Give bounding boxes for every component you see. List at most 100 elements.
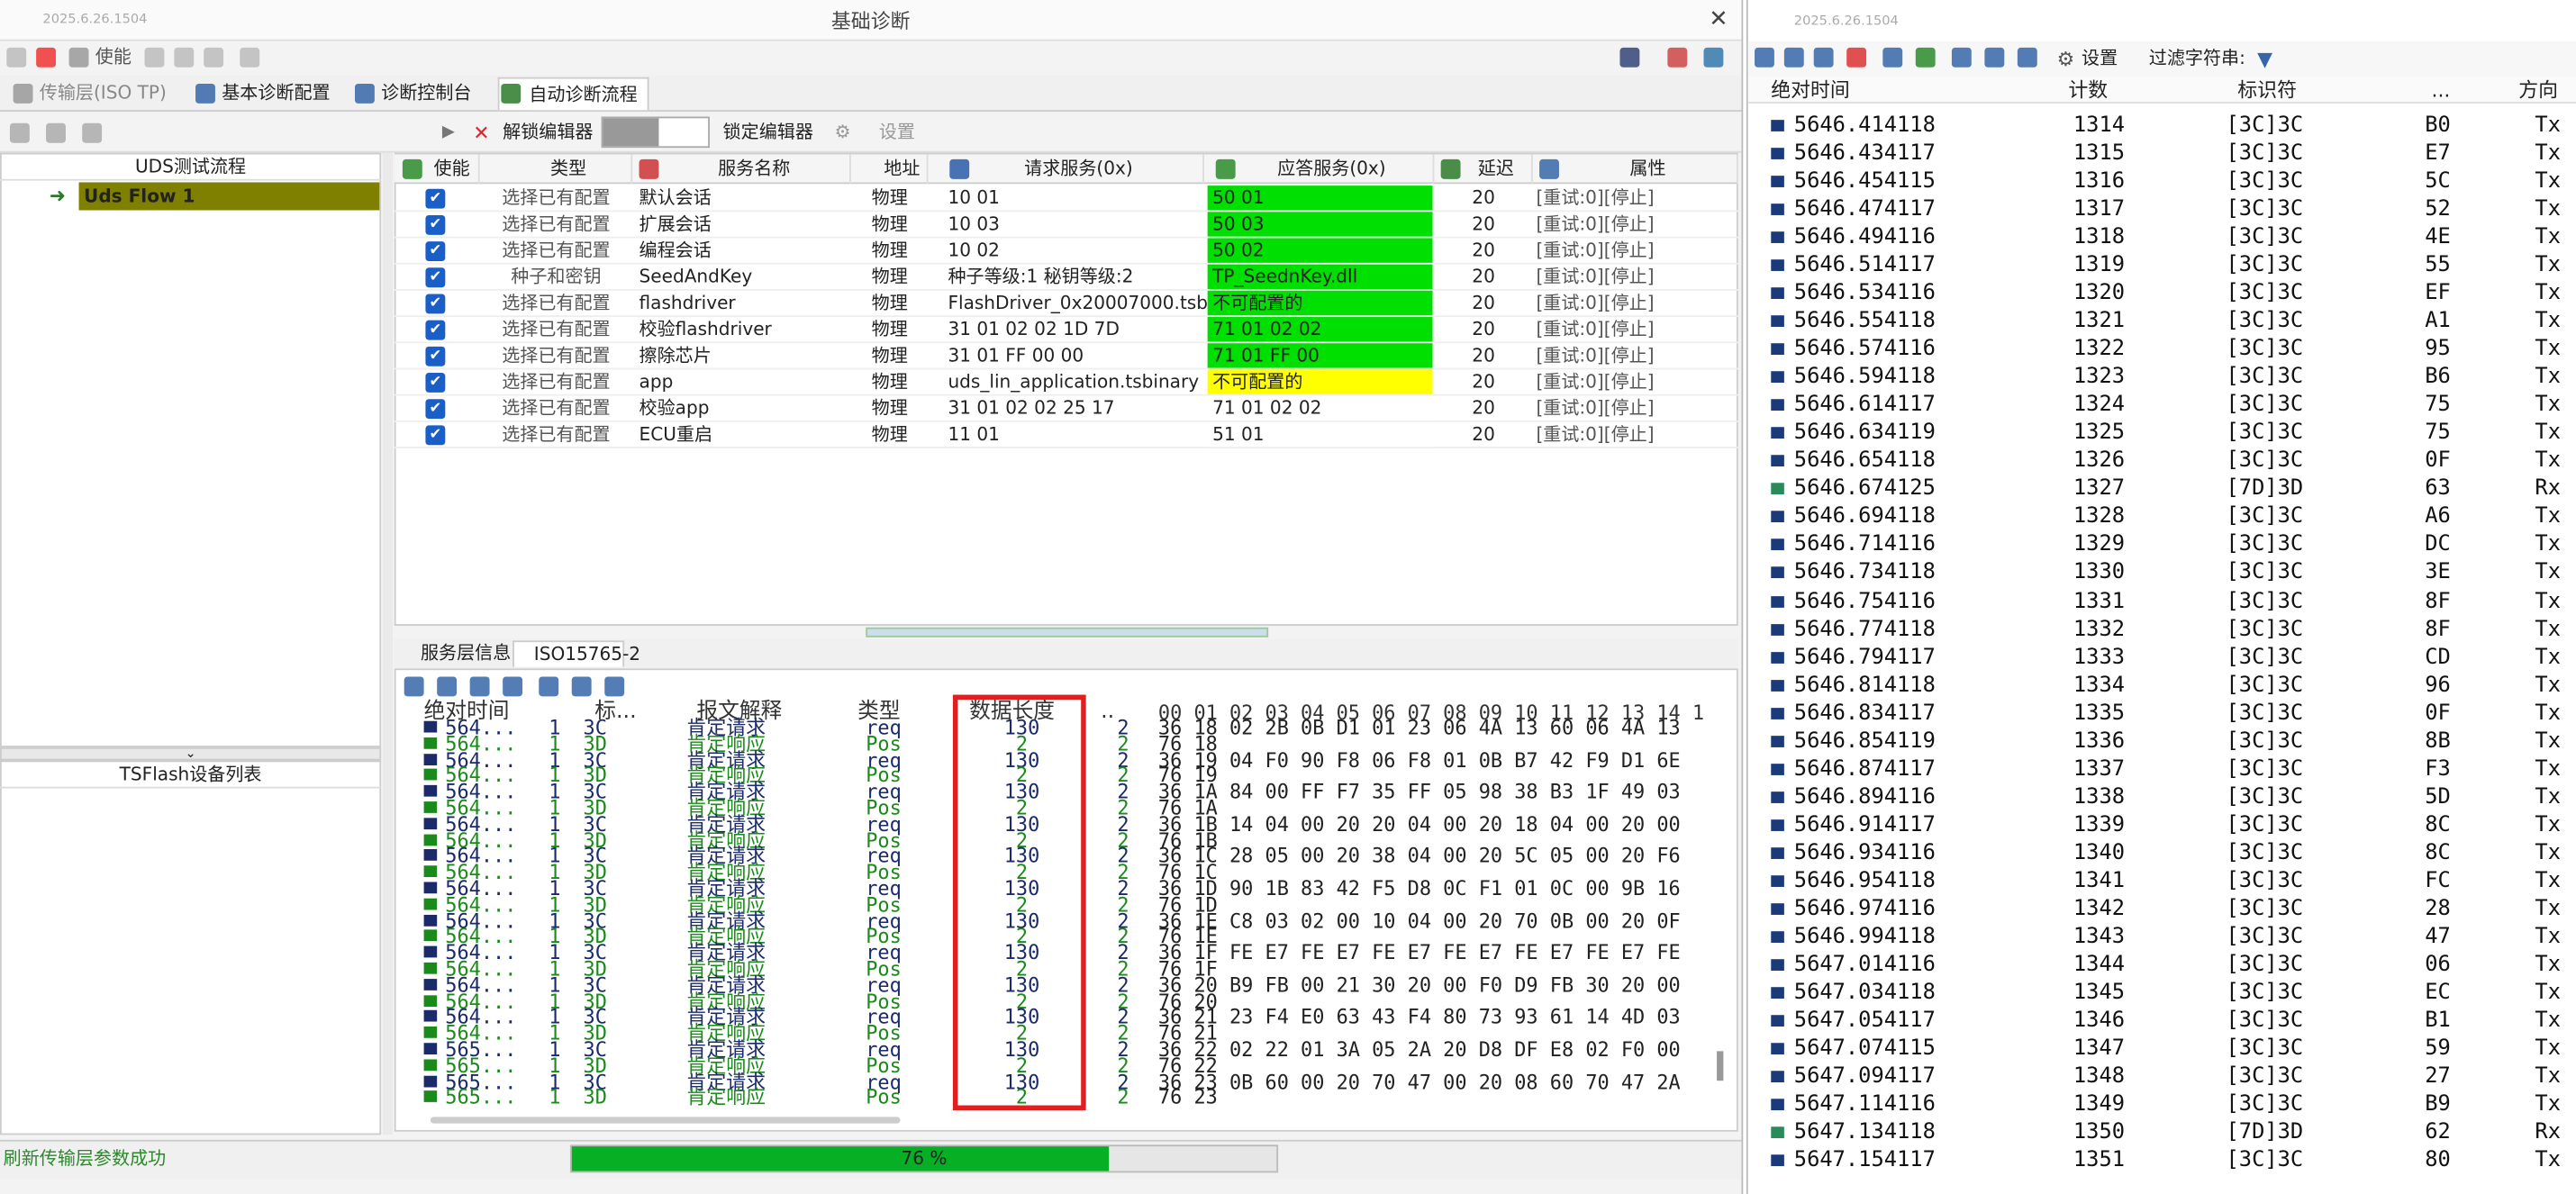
unlock-editor[interactable]: 解锁编辑器 bbox=[503, 121, 594, 143]
response-cell[interactable]: 50 02 bbox=[1207, 238, 1433, 263]
request-cell[interactable]: 种子等级:1 秘钥等级:2 bbox=[948, 266, 1134, 288]
address-cell[interactable]: 物理 bbox=[871, 345, 908, 366]
icon[interactable] bbox=[1951, 47, 1972, 68]
icon[interactable] bbox=[1783, 47, 1804, 68]
request-cell[interactable]: 10 01 bbox=[948, 186, 1000, 209]
address-cell[interactable]: 物理 bbox=[871, 423, 908, 446]
attribute-cell[interactable]: [重试:0][停止] bbox=[1536, 292, 1655, 314]
tab[interactable]: 传输层(ISO TP) bbox=[39, 82, 167, 104]
icon[interactable] bbox=[1703, 47, 1724, 68]
delay-cell[interactable]: 20 bbox=[1472, 240, 1495, 262]
type-cell[interactable]: 选择已有配置 bbox=[502, 318, 611, 340]
attribute-cell[interactable]: [重试:0][停止] bbox=[1536, 397, 1655, 420]
stop-button[interactable]: ✕ bbox=[473, 121, 490, 145]
name-cell[interactable]: app bbox=[639, 371, 674, 393]
type-cell[interactable]: 种子和密钥 bbox=[511, 266, 602, 288]
icon[interactable] bbox=[404, 676, 424, 697]
enable-checkbox[interactable]: ✔ bbox=[425, 373, 446, 393]
address-cell[interactable]: 物理 bbox=[871, 292, 908, 314]
delay-cell[interactable]: 20 bbox=[1472, 266, 1495, 288]
icon[interactable] bbox=[1667, 47, 1688, 68]
enable-checkbox[interactable]: ✔ bbox=[425, 346, 446, 366]
name-cell[interactable]: 编程会话 bbox=[639, 240, 712, 262]
attribute-cell[interactable]: [重试:0][停止] bbox=[1536, 213, 1655, 235]
icon[interactable] bbox=[1619, 47, 1640, 68]
request-cell[interactable]: uds_lin_application.tsbinary bbox=[948, 371, 1200, 393]
delay-cell[interactable]: 20 bbox=[1472, 186, 1495, 209]
enable-checkbox[interactable]: ✔ bbox=[425, 294, 446, 314]
response-cell[interactable]: 71 01 02 02 bbox=[1207, 317, 1433, 342]
attribute-cell[interactable]: [重试:0][停止] bbox=[1536, 266, 1655, 288]
request-cell[interactable]: 11 01 bbox=[948, 423, 1000, 446]
icon[interactable] bbox=[1984, 47, 2005, 68]
enable-checkbox[interactable]: ✔ bbox=[425, 241, 446, 262]
icon[interactable] bbox=[174, 47, 195, 68]
response-cell[interactable]: 71 01 FF 00 bbox=[1207, 343, 1433, 368]
delay-cell[interactable]: 20 bbox=[1472, 345, 1495, 366]
settings-button[interactable]: 设置 bbox=[878, 121, 915, 143]
enable-checkbox[interactable]: ✔ bbox=[425, 399, 446, 420]
type-cell[interactable]: 选择已有配置 bbox=[502, 213, 611, 235]
name-cell[interactable]: SeedAndKey bbox=[639, 266, 753, 288]
attribute-cell[interactable]: [重试:0][停止] bbox=[1536, 318, 1655, 340]
request-cell[interactable]: FlashDriver_0x20007000.tsbinary bbox=[948, 292, 1254, 314]
icon[interactable] bbox=[204, 47, 224, 68]
tree-item[interactable]: Uds Flow 1 bbox=[78, 182, 380, 211]
request-cell[interactable]: 10 02 bbox=[948, 240, 1000, 262]
response-cell[interactable]: 50 03 bbox=[1207, 212, 1433, 237]
address-cell[interactable]: 物理 bbox=[871, 240, 908, 262]
close-button[interactable]: ✕ bbox=[1709, 6, 1728, 33]
delay-cell[interactable]: 20 bbox=[1472, 397, 1495, 420]
request-cell[interactable]: 31 01 02 02 25 17 bbox=[948, 397, 1115, 420]
address-cell[interactable]: 物理 bbox=[871, 371, 908, 393]
name-cell[interactable]: 默认会话 bbox=[639, 186, 712, 209]
icon[interactable] bbox=[6, 47, 27, 68]
delay-cell[interactable]: 20 bbox=[1472, 371, 1495, 393]
icon[interactable] bbox=[1755, 47, 1774, 68]
enable-checkbox[interactable]: ✔ bbox=[425, 320, 446, 340]
response-cell[interactable]: 50 01 bbox=[1207, 185, 1433, 211]
response-cell[interactable]: 不可配置的 bbox=[1207, 290, 1433, 316]
type-cell[interactable]: 选择已有配置 bbox=[502, 186, 611, 209]
icon[interactable] bbox=[604, 676, 625, 697]
request-cell[interactable]: 31 01 02 02 1D 7D bbox=[948, 318, 1120, 340]
enable-checkbox[interactable]: ✔ bbox=[425, 267, 446, 288]
enable-label[interactable]: 使能 bbox=[95, 46, 132, 68]
response-cell[interactable]: 71 01 02 02 bbox=[1207, 395, 1433, 421]
enable-checkbox[interactable]: ✔ bbox=[425, 425, 446, 446]
enable-checkbox[interactable]: ✔ bbox=[425, 188, 446, 209]
icon[interactable] bbox=[46, 122, 66, 143]
type-cell[interactable]: 选择已有配置 bbox=[502, 371, 611, 393]
address-cell[interactable]: 物理 bbox=[871, 186, 908, 209]
attribute-cell[interactable]: [重试:0][停止] bbox=[1536, 423, 1655, 446]
settings-icon[interactable]: ⚙ bbox=[834, 121, 851, 143]
settings-menu[interactable]: 设置 bbox=[2082, 47, 2118, 69]
address-cell[interactable]: 物理 bbox=[871, 397, 908, 420]
attribute-cell[interactable]: [重试:0][停止] bbox=[1536, 240, 1655, 262]
icon[interactable] bbox=[240, 47, 260, 68]
icon[interactable] bbox=[1915, 47, 1936, 68]
icon[interactable] bbox=[68, 47, 89, 68]
address-cell[interactable]: 物理 bbox=[871, 213, 908, 235]
attribute-cell[interactable]: [重试:0][停止] bbox=[1536, 371, 1655, 393]
icon[interactable] bbox=[144, 47, 165, 68]
bottom-tab[interactable]: 服务层信息 bbox=[420, 642, 512, 664]
icon[interactable] bbox=[36, 47, 57, 68]
type-cell[interactable]: 选择已有配置 bbox=[502, 240, 611, 262]
icon[interactable] bbox=[82, 122, 103, 143]
address-cell[interactable]: 物理 bbox=[871, 318, 908, 340]
icon[interactable] bbox=[2017, 47, 2037, 68]
settings-icon[interactable]: ⚙ bbox=[2056, 47, 2075, 71]
tab[interactable]: 诊断控制台 bbox=[381, 82, 472, 104]
type-cell[interactable]: 选择已有配置 bbox=[502, 423, 611, 446]
name-cell[interactable]: 擦除芯片 bbox=[639, 345, 712, 366]
icon[interactable] bbox=[437, 676, 458, 697]
response-cell[interactable]: 51 01 bbox=[1207, 421, 1433, 448]
icon[interactable] bbox=[1813, 47, 1834, 68]
icon[interactable] bbox=[9, 122, 30, 143]
type-cell[interactable]: 选择已有配置 bbox=[502, 345, 611, 366]
address-cell[interactable]: 物理 bbox=[871, 266, 908, 288]
icon[interactable] bbox=[571, 676, 592, 697]
lock-editor[interactable]: 锁定编辑器 bbox=[722, 121, 813, 143]
filter-icon[interactable]: ▼ bbox=[2257, 47, 2273, 71]
